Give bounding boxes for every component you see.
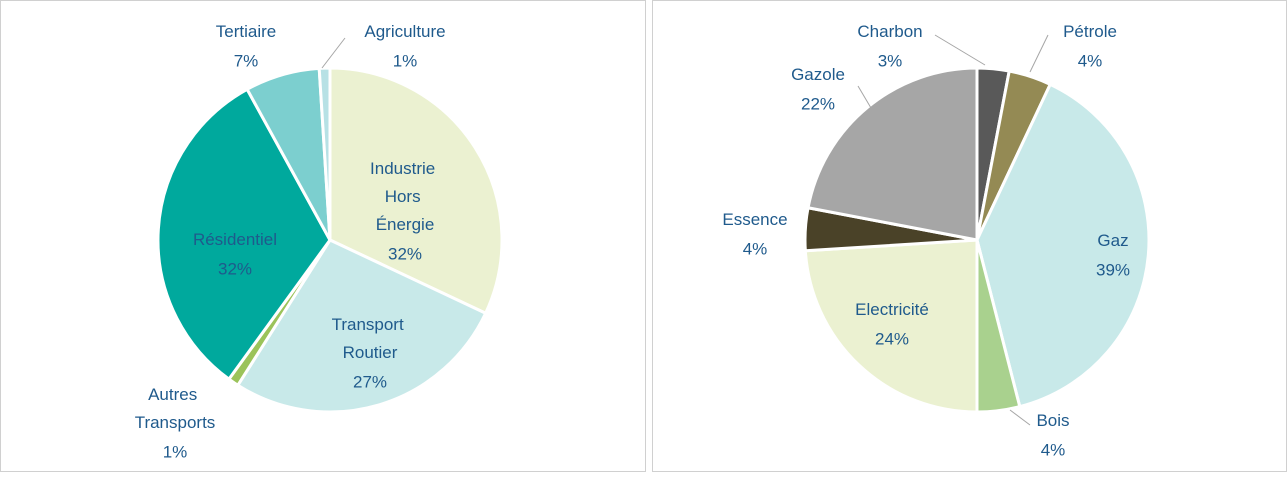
leader-line <box>857 85 872 109</box>
slice-label: Electricité <box>855 300 929 319</box>
slice-label: Transport Routier <box>332 315 409 362</box>
leader-line <box>1009 409 1031 426</box>
slice-label: Résidentiel <box>193 230 277 249</box>
slice-value-label: 1% <box>163 442 188 461</box>
slice-value-label: 4% <box>743 239 768 258</box>
pie-slice <box>328 66 504 316</box>
slice-value-label: 24% <box>875 329 909 348</box>
pie-slice <box>317 66 332 241</box>
leader-line <box>1029 34 1049 73</box>
slice-label: Pétrole <box>1063 22 1117 41</box>
slice-value-label: 39% <box>1096 260 1130 279</box>
slice-value-label: 3% <box>878 51 903 70</box>
slice-value-label: 32% <box>388 244 422 263</box>
slice-label: Tertiaire <box>216 22 276 41</box>
pie-slice <box>235 238 488 414</box>
pie-slice <box>975 82 1151 409</box>
pie-slice <box>156 87 332 382</box>
slice-label: Gazole <box>791 65 845 84</box>
slice-label: Essence <box>722 210 787 229</box>
slice-value-label: 32% <box>218 259 252 278</box>
slice-value-label: 1% <box>393 51 418 70</box>
slice-label: Bois <box>1036 411 1069 430</box>
slice-label: Gaz <box>1097 231 1128 250</box>
slice-label: Charbon <box>857 22 922 41</box>
leader-line <box>321 37 346 69</box>
slice-label: Agriculture <box>364 22 445 41</box>
pie-slice <box>803 238 979 414</box>
slice-value-label: 27% <box>353 372 387 391</box>
slice-label: Autres Transports <box>135 385 216 432</box>
slice-value-label: 7% <box>234 51 259 70</box>
slice-value-label: 4% <box>1078 51 1103 70</box>
leader-line <box>934 34 986 66</box>
slice-label: Industrie Hors Énergie <box>370 159 440 234</box>
pie-slice <box>806 66 979 242</box>
slice-value-label: 4% <box>1041 440 1066 459</box>
slice-value-label: 22% <box>801 94 835 113</box>
